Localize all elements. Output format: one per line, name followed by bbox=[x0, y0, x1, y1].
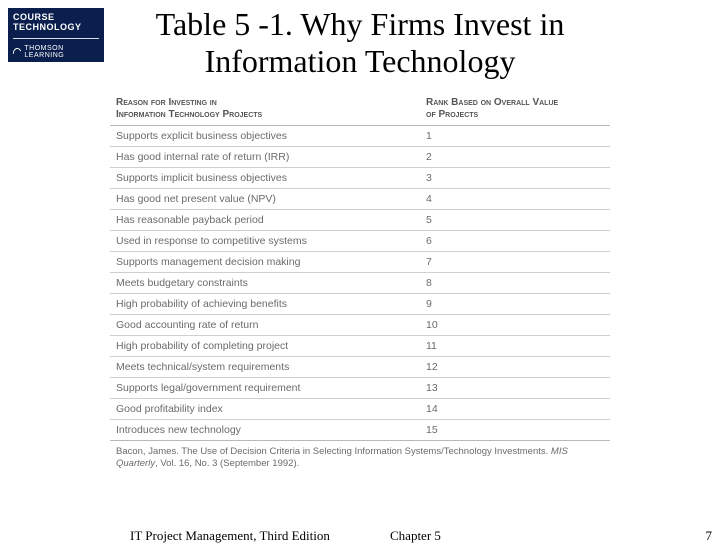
cell-rank: 6 bbox=[420, 231, 610, 252]
cell-reason: Supports implicit business objectives bbox=[110, 168, 420, 189]
cell-rank: 1 bbox=[420, 126, 610, 147]
cell-reason: High probability of completing project bbox=[110, 336, 420, 357]
cell-rank: 9 bbox=[420, 294, 610, 315]
cell-reason: Used in response to competitive systems bbox=[110, 231, 420, 252]
logo-word-technology: TECHNOLOGY bbox=[13, 22, 82, 32]
cell-reason: Supports legal/government requirement bbox=[110, 378, 420, 399]
cell-reason: Has good internal rate of return (IRR) bbox=[110, 147, 420, 168]
table-row: High probability of completing project11 bbox=[110, 336, 610, 357]
cell-reason: Meets budgetary constraints bbox=[110, 273, 420, 294]
table-row: Supports management decision making7 bbox=[110, 252, 610, 273]
cell-rank: 11 bbox=[420, 336, 610, 357]
cell-reason: Has good net present value (NPV) bbox=[110, 189, 420, 210]
cell-rank: 8 bbox=[420, 273, 610, 294]
slide-title: Table 5 -1. Why Firms Invest in Informat… bbox=[0, 0, 720, 80]
table-row: Has reasonable payback period5 bbox=[110, 210, 610, 231]
footer-chapter: Chapter 5 bbox=[390, 528, 441, 544]
cell-rank: 14 bbox=[420, 399, 610, 420]
table-row: Has good net present value (NPV)4 bbox=[110, 189, 610, 210]
logo-word-course: COURSE bbox=[13, 12, 55, 22]
table-citation: Bacon, James. The Use of Decision Criter… bbox=[110, 441, 610, 470]
cell-reason: Supports explicit business objectives bbox=[110, 126, 420, 147]
cell-reason: Good profitability index bbox=[110, 399, 420, 420]
cell-rank: 3 bbox=[420, 168, 610, 189]
table-row: Good profitability index14 bbox=[110, 399, 610, 420]
citation-suffix: , Vol. 16, No. 3 (September 1992). bbox=[155, 458, 299, 469]
col-header-reason: Reason for Investing in Information Tech… bbox=[110, 94, 420, 126]
thomson-swirl-icon bbox=[11, 46, 23, 58]
table-row: Meets budgetary constraints8 bbox=[110, 273, 610, 294]
table-row: High probability of achieving benefits9 bbox=[110, 294, 610, 315]
cell-rank: 2 bbox=[420, 147, 610, 168]
cell-rank: 4 bbox=[420, 189, 610, 210]
publisher-logo: COURSE TECHNOLOGY THOMSON LEARNING bbox=[8, 8, 104, 62]
cell-reason: Meets technical/system requirements bbox=[110, 357, 420, 378]
reasons-table-container: Reason for Investing in Information Tech… bbox=[110, 94, 610, 470]
cell-reason: Has reasonable payback period bbox=[110, 210, 420, 231]
logo-divider bbox=[13, 38, 99, 39]
table-row: Has good internal rate of return (IRR)2 bbox=[110, 147, 610, 168]
cell-reason: Introduces new technology bbox=[110, 420, 420, 441]
cell-reason: Supports management decision making bbox=[110, 252, 420, 273]
table-row: Supports explicit business objectives1 bbox=[110, 126, 610, 147]
col-header-rank: Rank Based on Overall Value of Projects bbox=[420, 94, 610, 126]
table-row: Supports legal/government requirement13 bbox=[110, 378, 610, 399]
logo-bottom-text: THOMSON LEARNING bbox=[24, 45, 99, 59]
cell-rank: 15 bbox=[420, 420, 610, 441]
table-row: Introduces new technology15 bbox=[110, 420, 610, 441]
title-line-2: Information Technology bbox=[205, 43, 516, 79]
footer-page-number: 7 bbox=[706, 528, 713, 544]
logo-top-line: COURSE TECHNOLOGY bbox=[13, 12, 99, 32]
table-row: Meets technical/system requirements12 bbox=[110, 357, 610, 378]
citation-prefix: Bacon, James. The Use of Decision Criter… bbox=[116, 446, 551, 457]
cell-reason: Good accounting rate of return bbox=[110, 315, 420, 336]
title-line-1: Table 5 -1. Why Firms Invest in bbox=[156, 6, 565, 42]
reasons-table: Reason for Investing in Information Tech… bbox=[110, 94, 610, 441]
footer-book-title: IT Project Management, Third Edition bbox=[130, 528, 330, 544]
cell-reason: High probability of achieving benefits bbox=[110, 294, 420, 315]
logo-bottom-line: THOMSON LEARNING bbox=[13, 45, 99, 59]
cell-rank: 12 bbox=[420, 357, 610, 378]
table-row: Used in response to competitive systems6 bbox=[110, 231, 610, 252]
table-row: Supports implicit business objectives3 bbox=[110, 168, 610, 189]
cell-rank: 10 bbox=[420, 315, 610, 336]
cell-rank: 5 bbox=[420, 210, 610, 231]
cell-rank: 13 bbox=[420, 378, 610, 399]
table-row: Good accounting rate of return10 bbox=[110, 315, 610, 336]
cell-rank: 7 bbox=[420, 252, 610, 273]
